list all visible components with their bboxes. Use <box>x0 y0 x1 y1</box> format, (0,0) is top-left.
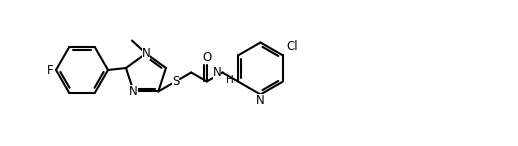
Text: N: N <box>256 94 265 107</box>
Text: O: O <box>202 52 211 65</box>
Text: Cl: Cl <box>286 40 298 53</box>
Text: S: S <box>172 75 179 88</box>
Text: N: N <box>141 47 150 60</box>
Text: N: N <box>130 85 138 98</box>
Text: N: N <box>213 66 221 79</box>
Text: H: H <box>226 75 234 85</box>
Text: F: F <box>47 64 53 77</box>
